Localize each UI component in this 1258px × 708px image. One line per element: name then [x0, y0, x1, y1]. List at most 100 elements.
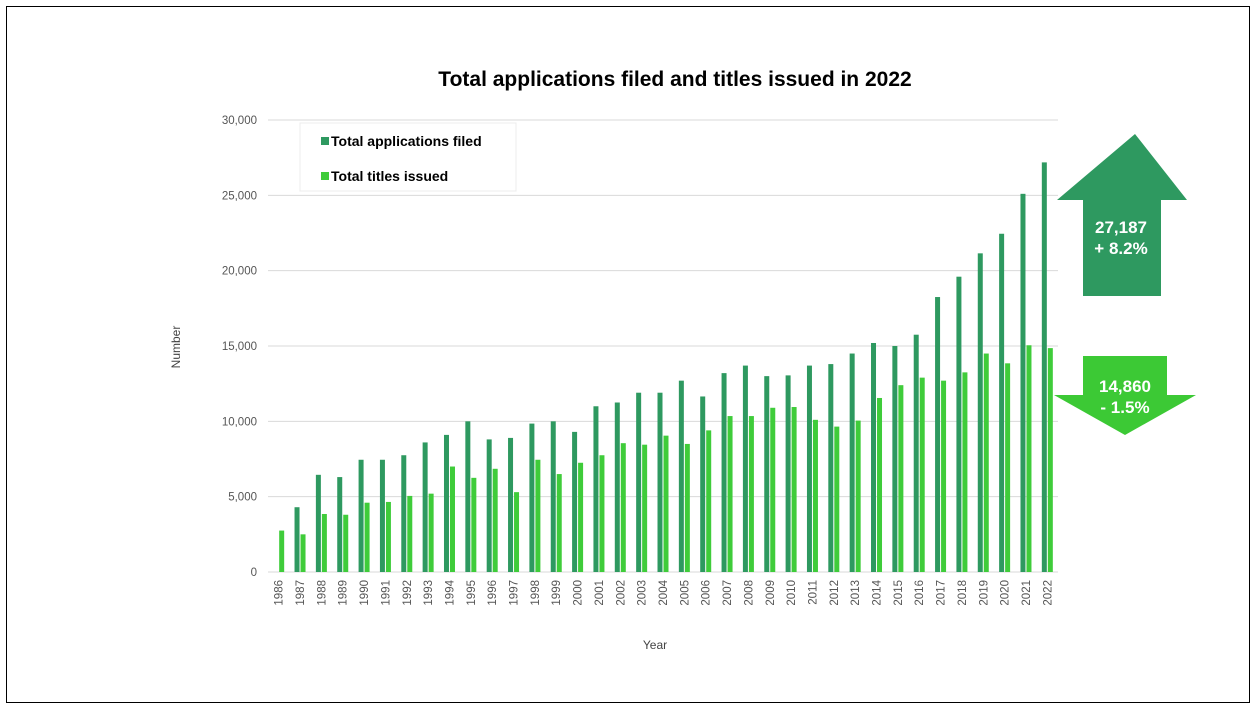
bar-applications: [679, 381, 684, 572]
bar-applications: [401, 455, 406, 572]
x-tick-label: 2002: [615, 580, 627, 606]
y-tick-label: 15,000: [222, 341, 257, 353]
bar-titles: [642, 445, 647, 572]
bar-titles: [322, 514, 327, 572]
x-tick-label: 1997: [509, 580, 521, 606]
y-tick-label: 0: [251, 567, 257, 579]
bar-applications: [828, 364, 833, 572]
y-tick-label: 30,000: [222, 115, 257, 127]
bar-titles: [471, 478, 476, 572]
bar-applications: [593, 406, 598, 572]
bar-applications: [786, 375, 791, 572]
x-tick-label: 2001: [594, 580, 606, 606]
legend: Total applications filed Total titles is…: [300, 123, 516, 191]
callout-up-change: + 8.2%: [1094, 239, 1147, 258]
bar-titles: [962, 372, 967, 572]
legend-label-applications: Total applications filed: [331, 133, 482, 149]
bar-applications: [508, 438, 513, 572]
bar-titles: [557, 474, 562, 572]
bar-titles: [728, 416, 733, 572]
legend-swatch-titles: [321, 172, 329, 180]
bar-titles: [664, 436, 669, 572]
bar-titles: [450, 467, 455, 572]
x-tick-label: 2000: [573, 580, 585, 606]
bar-titles: [749, 416, 754, 572]
bar-applications: [295, 507, 300, 572]
x-tick-label: 1994: [444, 579, 456, 605]
bar-applications: [914, 335, 919, 572]
bar-applications: [359, 460, 364, 572]
callout-down-value: 14,860: [1099, 377, 1151, 396]
bar-titles: [877, 398, 882, 572]
bar-applications: [743, 366, 748, 572]
x-tick-label: 2017: [936, 580, 948, 606]
x-tick-label: 2005: [679, 580, 691, 606]
bar-applications: [551, 421, 556, 572]
x-tick-label: 1998: [530, 580, 542, 606]
bar-applications: [337, 477, 342, 572]
y-tick-label: 20,000: [222, 266, 257, 278]
x-tick-label: 1991: [380, 580, 392, 606]
bar-titles: [578, 463, 583, 572]
bar-titles: [493, 469, 498, 572]
bar-applications: [658, 393, 663, 572]
y-tick-label: 10,000: [222, 416, 257, 428]
x-tick-label: 1990: [359, 580, 371, 606]
x-tick-label: 1993: [423, 580, 435, 606]
x-tick-label: 2003: [637, 580, 649, 606]
bar-titles: [1048, 348, 1053, 572]
x-tick-label: 2018: [957, 580, 969, 606]
bar-titles: [856, 421, 861, 572]
x-tick-label: 2016: [914, 580, 926, 606]
bar-titles: [920, 378, 925, 572]
bar-titles: [514, 492, 519, 572]
x-tick-label: 2011: [807, 580, 819, 605]
x-tick-label: 2019: [978, 580, 990, 606]
bar-applications: [871, 343, 876, 572]
y-tick-label: 25,000: [222, 190, 257, 202]
bar-applications: [807, 366, 812, 572]
bar-titles: [706, 430, 711, 572]
bar-titles: [813, 420, 818, 572]
x-tick-label: 1999: [551, 580, 563, 606]
chart-title: Total applications filed and titles issu…: [438, 68, 911, 91]
x-tick-label: 1988: [316, 580, 328, 606]
bar-titles: [279, 531, 284, 572]
bar-applications: [615, 403, 620, 573]
bar-titles: [343, 515, 348, 572]
x-tick-label: 2015: [893, 580, 905, 606]
bar-titles: [898, 385, 903, 572]
bar-titles: [365, 503, 370, 572]
x-tick-label: 2014: [872, 579, 884, 605]
bar-applications: [487, 439, 492, 572]
bar-applications: [529, 424, 534, 572]
bar-titles: [792, 407, 797, 572]
y-axis-ticks: 05,00010,00015,00020,00025,00030,000: [222, 115, 257, 579]
x-tick-label: 1992: [402, 580, 414, 606]
bar-titles: [621, 443, 626, 572]
x-tick-label: 1995: [466, 580, 478, 606]
x-axis-ticks: 1986 1987 1988 1989 1990 1991 1992 1993 1994 1995…: [274, 579, 1055, 605]
bar-titles: [685, 444, 690, 572]
legend-label-titles: Total titles issued: [331, 168, 448, 184]
bar-applications: [722, 373, 727, 572]
x-tick-label: 2008: [743, 580, 755, 606]
callout-up-arrow: 27,187 + 8.2%: [1057, 134, 1187, 296]
x-tick-label: 1987: [295, 580, 307, 606]
x-tick-label: 1989: [338, 580, 350, 606]
bar-titles: [1005, 363, 1010, 572]
bar-applications: [999, 234, 1004, 572]
x-tick-label: 2020: [1000, 580, 1012, 606]
x-tick-label: 2022: [1042, 580, 1054, 606]
y-axis-title: Number: [169, 326, 183, 369]
bar-titles: [599, 455, 604, 572]
bar-titles: [407, 496, 412, 572]
x-tick-label: 2009: [765, 580, 777, 606]
bar-applications: [444, 435, 449, 572]
x-tick-label: 2010: [786, 580, 798, 606]
bar-applications: [1020, 194, 1025, 572]
callout-up-value: 27,187: [1095, 218, 1147, 237]
callout-down-arrow: 14,860 - 1.5%: [1054, 356, 1196, 435]
x-tick-label: 2007: [722, 580, 734, 606]
